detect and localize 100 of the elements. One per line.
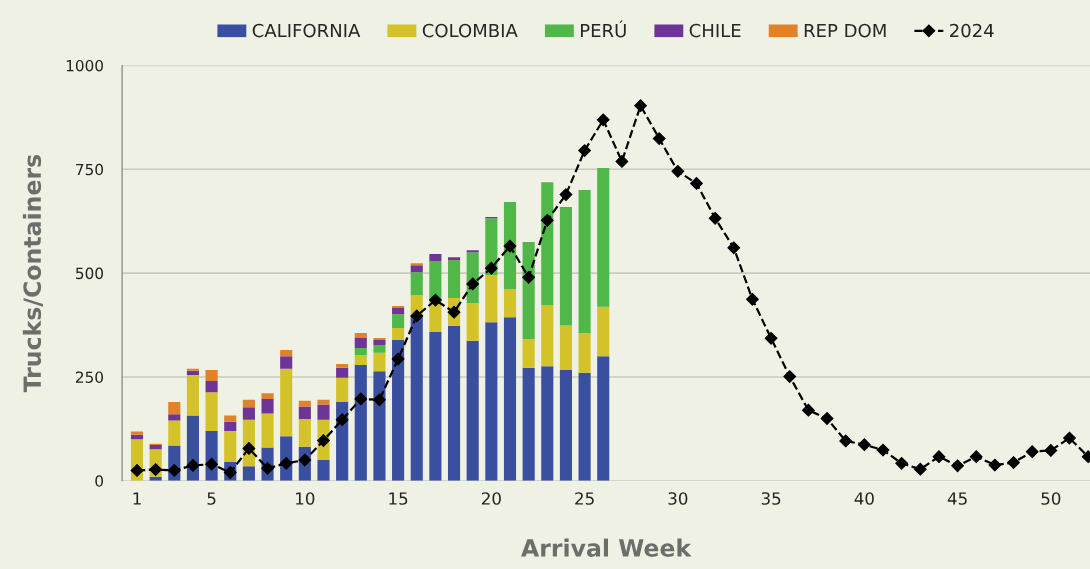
bar [392,339,405,481]
x-tick-label: 1 [133,492,141,505]
x-tick-label: 15 [389,492,408,505]
point [876,443,890,457]
x-tick-label: 35 [761,492,781,505]
legend-label: CALIFORNIA [252,23,361,38]
point [727,241,741,255]
bar [447,260,461,299]
point [1044,444,1058,457]
bar [559,369,572,481]
y-axis-title: Trucks/Containers [22,154,43,393]
point [354,392,368,406]
bar [503,317,517,481]
bar [130,431,144,435]
y-tick-label: 750 [76,163,104,176]
bar [336,364,349,368]
x-tick-label: 25 [575,492,594,505]
bar [205,369,218,382]
bar [242,399,255,408]
bar [578,372,591,481]
legend-label: REP DOM [804,23,886,38]
point [167,464,181,477]
bar [373,339,386,345]
bar [392,305,405,309]
bar [410,263,423,266]
bar [429,332,442,481]
bar [373,344,386,353]
bar [242,466,255,481]
point [857,438,871,452]
point [951,459,964,473]
bar [205,381,218,393]
bar [410,272,423,296]
point [410,309,424,323]
x-tick-label: 40 [854,492,874,505]
bar [298,418,311,447]
bar [280,349,293,357]
point [223,466,237,479]
point [652,132,666,145]
bar [168,401,181,415]
point [1025,445,1039,459]
bar [205,392,218,431]
legend-label: CHILE [689,23,741,38]
bar [336,377,349,402]
bar [224,421,237,431]
bar [392,327,405,340]
bar [354,364,367,481]
point [540,213,554,227]
bar [280,368,293,437]
bar [168,420,181,446]
bar [410,315,423,481]
bar [317,404,330,420]
bar [559,207,572,326]
point [261,461,274,475]
legend-label: COLOMBIA [422,23,518,38]
point [298,453,312,467]
point [317,434,330,447]
bar [186,368,200,371]
bar [485,322,498,481]
bar [261,393,274,399]
bar [541,305,554,367]
point [708,211,722,225]
point [596,113,610,127]
point [335,413,349,427]
bar [578,190,591,334]
bar [541,366,554,481]
bar [597,356,610,481]
bar [466,303,479,341]
point [205,457,219,471]
bar [168,414,181,421]
point [130,464,144,477]
bar [224,430,237,463]
point [764,331,778,345]
bar [597,168,610,307]
bar [578,333,591,373]
point [466,277,480,291]
bar [392,308,405,315]
bar [429,254,442,262]
bar [354,354,367,365]
point [969,450,983,464]
point [801,403,815,417]
point [783,370,797,383]
bar [317,399,330,405]
bar [522,367,535,481]
point [1063,431,1076,445]
bar [336,367,349,378]
point [391,352,405,366]
bar [410,265,423,273]
point [746,292,759,306]
bar [466,250,479,253]
bar [280,356,293,369]
bar [354,332,367,338]
legend-label: 2024 [950,23,994,38]
bar [354,337,367,348]
point [913,462,927,476]
x-tick-label: 5 [207,492,216,505]
bar [261,413,274,448]
point [186,459,200,472]
bar [485,275,498,323]
bar [186,374,200,416]
point [149,463,163,476]
